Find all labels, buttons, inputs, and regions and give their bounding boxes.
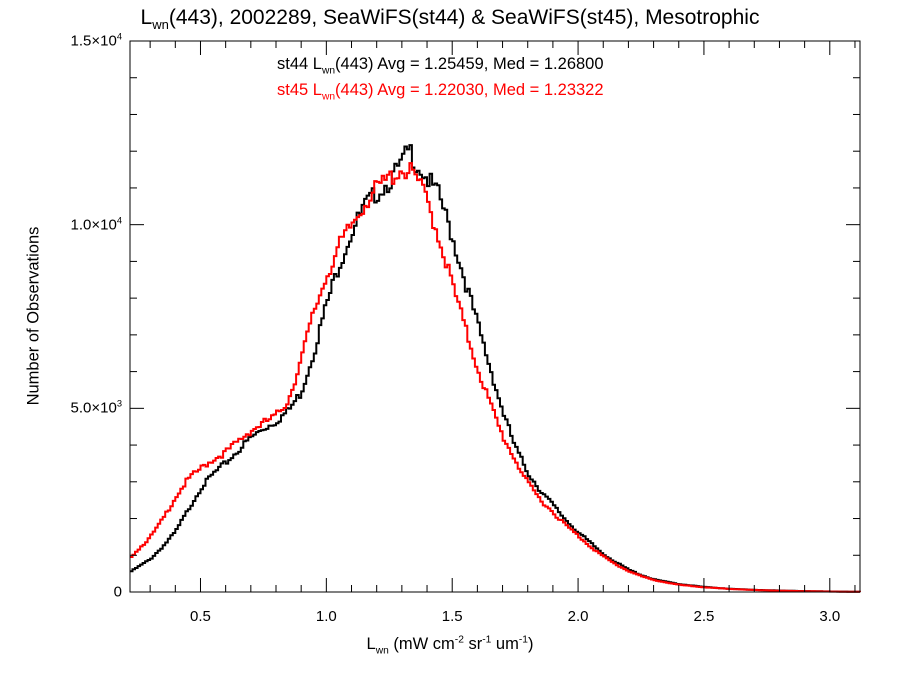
y-tick-label: 5.0×103	[70, 398, 122, 417]
x-tick-label: 0.5	[190, 608, 211, 625]
x-tick-label: 3.0	[819, 608, 841, 625]
x-tick-label: 2.5	[693, 608, 715, 625]
x-tick-label: 2.0	[567, 608, 589, 625]
x-tick-label: 1.5	[441, 608, 463, 625]
plot-frame	[129, 40, 861, 593]
series-layer	[130, 144, 861, 593]
y-tick-label: 1.5×104	[70, 31, 122, 50]
series-st45-histogram	[130, 162, 861, 593]
y-tick-label: 0	[113, 583, 122, 601]
y-tick-label: 1.0×104	[70, 215, 122, 234]
st44-stats-label: st44 Lwn(443) Avg = 1.25459, Med = 1.268…	[277, 55, 604, 77]
st45-stats-label: st45 Lwn(443) Avg = 1.22030, Med = 1.233…	[277, 81, 604, 103]
tick-layer	[130, 40, 860, 593]
chart-title: Lwn(443), 2002289, SeaWiFS(st44) & SeaWi…	[140, 6, 760, 33]
y-axis-label: Number of Observations	[24, 226, 43, 406]
x-tick-label: 1.0	[315, 608, 337, 625]
x-axis-label: Lwn (mW cm-2 sr-1 um-1)	[366, 634, 534, 657]
series-st44-histogram	[130, 144, 860, 593]
